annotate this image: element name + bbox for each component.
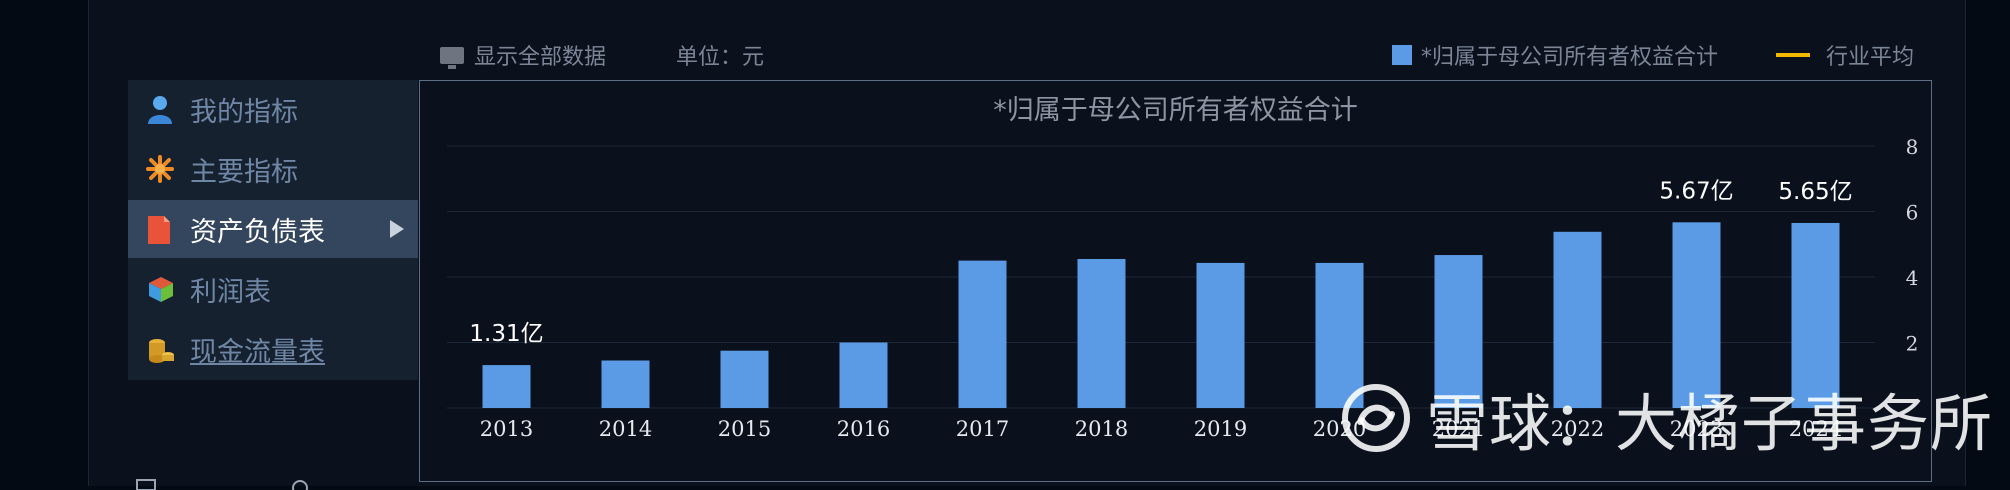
chart-title: *归属于母公司所有者权益合计	[993, 95, 1358, 126]
data-label: 5.65亿	[1778, 179, 1852, 205]
sidebar-item-label: 利润表	[190, 276, 271, 308]
arrow-right-icon	[390, 220, 404, 238]
bar	[1434, 255, 1483, 408]
unit-label: 单位：元	[676, 45, 765, 70]
cube-icon	[146, 275, 174, 303]
settings-icon	[292, 480, 308, 490]
user-icon	[146, 95, 174, 124]
watermark: 雪球：大橘子事务所	[1340, 378, 1993, 460]
x-tick-label: 2015	[718, 417, 771, 441]
bar	[1196, 262, 1245, 408]
x-tick-label: 2022	[1551, 417, 1604, 441]
bar	[1791, 222, 1840, 408]
legend-label-industry-average: 行业平均	[1826, 45, 1915, 70]
show-all-data-toggle[interactable]: 显示全部数据	[440, 40, 606, 70]
snowball-logo-icon	[1342, 384, 1410, 452]
sidebar-item-cash-flow[interactable]: 现金流量表	[128, 320, 418, 378]
x-tick-label: 2021	[1432, 417, 1485, 441]
x-tick-label: 2014	[599, 417, 652, 441]
coins-icon	[146, 335, 174, 363]
bar	[720, 350, 769, 408]
x-tick-label: 2023	[1670, 417, 1723, 441]
y-tick-label: 4	[1906, 266, 1919, 290]
star-burst-icon	[146, 155, 174, 183]
x-tick-label: 2016	[837, 417, 890, 441]
x-tick-label: 2017	[956, 417, 1009, 441]
monitor-icon	[440, 46, 464, 69]
y-tick-label: 8	[1906, 135, 1919, 159]
data-label: 5.67亿	[1659, 178, 1733, 204]
x-tick-label: 2013	[480, 417, 533, 441]
edit-icon	[136, 479, 156, 490]
bar	[958, 260, 1007, 408]
bar	[1077, 258, 1126, 408]
bar	[601, 360, 650, 408]
bar	[482, 365, 531, 408]
bar	[1315, 262, 1364, 408]
sidebar-item-label: 资产负债表	[190, 216, 325, 248]
sidebar-item-label: 现金流量表	[190, 336, 325, 368]
bar	[839, 342, 888, 408]
x-tick-label: 2019	[1194, 417, 1247, 441]
sidebar-item-balance-sheet[interactable]: 资产负债表	[128, 200, 418, 258]
x-tick-label: 2018	[1075, 417, 1128, 441]
bar	[1553, 231, 1602, 408]
x-tick-label: 2024	[1789, 417, 1842, 441]
sidebar-item-my-indicators[interactable]: 我的指标	[128, 80, 418, 138]
legend-item-industry-average[interactable]: 行业平均	[1776, 40, 1914, 70]
bar	[1672, 222, 1721, 408]
show-all-data-label: 显示全部数据	[474, 45, 607, 70]
y-tick-label: 2	[1906, 332, 1919, 356]
sidebar-item-label: 主要指标	[190, 156, 298, 188]
legend-swatch-line	[1776, 53, 1810, 57]
sidebar: 我的指标 主要指标 资产负债表	[128, 80, 418, 380]
sidebar-item-main-indicators[interactable]: 主要指标	[128, 140, 418, 198]
legend-label-equity: *归属于母公司所有者权益合计	[1421, 45, 1719, 70]
watermark-text: 雪球：大橘子事务所	[1426, 387, 1994, 460]
y-tick-label: 6	[1906, 201, 1919, 225]
sidebar-item-label: 我的指标	[190, 96, 298, 128]
legend-swatch-bar	[1392, 45, 1412, 65]
sidebar-item-income-statement[interactable]: 利润表	[128, 260, 418, 318]
data-label: 1.31亿	[469, 321, 543, 347]
document-icon	[146, 215, 174, 244]
legend-item-equity[interactable]: *归属于母公司所有者权益合计	[1392, 40, 1718, 70]
